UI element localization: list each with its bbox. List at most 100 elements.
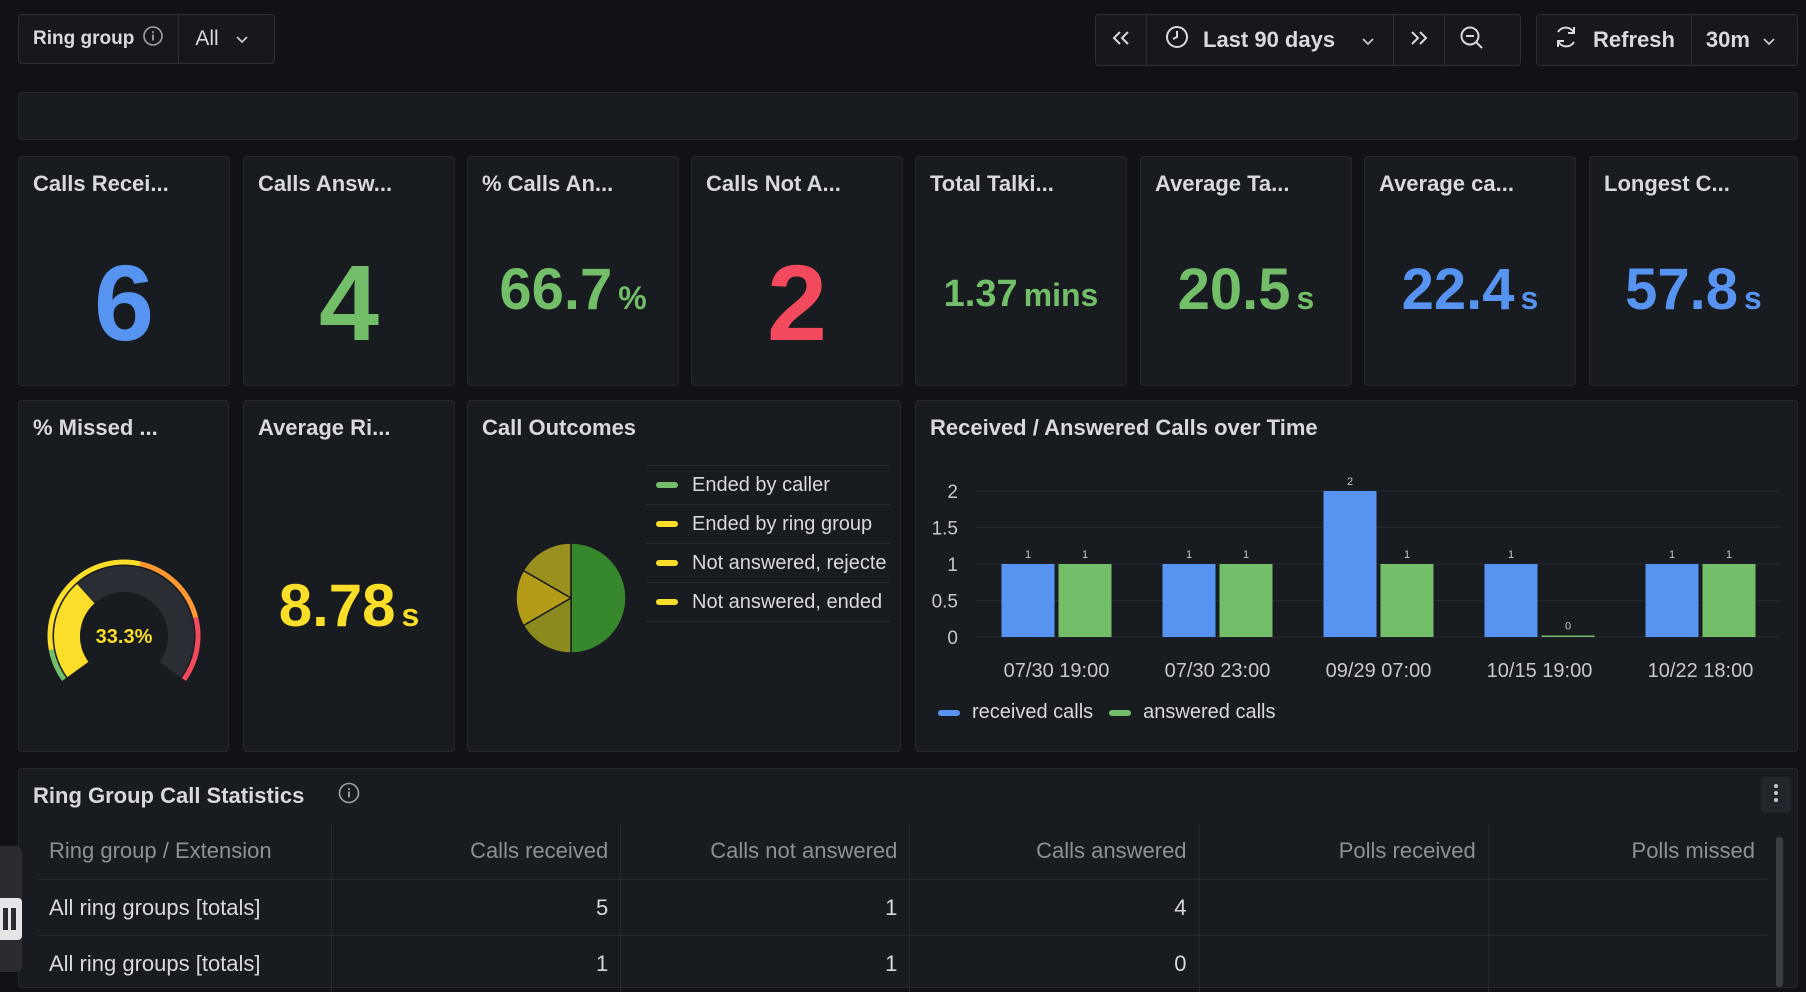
- panel-title: Average Ri...: [258, 415, 391, 440]
- stat-number: 4: [318, 242, 380, 363]
- panel-title: Calls Answ...: [258, 171, 393, 196]
- panel-title: Calls Recei...: [33, 171, 169, 196]
- legend-swatch: [656, 599, 678, 605]
- stat-number: 8.78: [278, 572, 396, 639]
- table-cell: All ring groups [totals]: [37, 880, 333, 936]
- stat-panel: Longest C... 57.8 s: [1589, 156, 1798, 386]
- bar: [1484, 564, 1538, 637]
- empty-panel: [18, 92, 1798, 140]
- refresh-interval-select[interactable]: 30m: [1690, 15, 1790, 65]
- column-header[interactable]: Polls received: [1200, 823, 1489, 879]
- y-tick-label: 2: [947, 482, 958, 503]
- bar: [1702, 564, 1756, 637]
- panel-title: Total Talki...: [930, 171, 1054, 196]
- gauge-threshold-segment: [47, 559, 141, 651]
- legend-item[interactable]: Ended by caller: [646, 466, 890, 505]
- table-row: All ring groups [totals] 1 1 0: [37, 935, 1767, 992]
- side-overlay-widget[interactable]: [0, 846, 22, 972]
- pie-slice-not-answered-ended: [522, 542, 572, 600]
- chart-legend-item[interactable]: received calls: [938, 701, 1093, 724]
- refresh-icon: [1553, 24, 1579, 56]
- legend-swatch: [656, 560, 678, 566]
- outcomes-pie: [515, 542, 627, 654]
- gauge-value-label: 33.3%: [96, 626, 153, 648]
- stat-value: 6: [19, 249, 229, 357]
- bar-value-label: 1: [1243, 549, 1249, 561]
- bar-value-label: 0: [1565, 621, 1571, 633]
- avg-ring-panel: Average Ri... 8.78 s: [243, 400, 455, 752]
- panel-title: Calls Not A...: [706, 171, 841, 196]
- table-cell: 1: [621, 880, 911, 936]
- bar-value-label: 1: [1082, 549, 1088, 561]
- stat-number: 57.8: [1625, 257, 1739, 322]
- legend-swatch: [938, 709, 960, 716]
- info-icon: [142, 25, 164, 53]
- missed-gauge-panel: % Missed ... 33.3%: [18, 400, 229, 752]
- panel-menu-button[interactable]: [1761, 777, 1791, 813]
- table-cell: 1: [332, 936, 622, 992]
- zoom-out-button[interactable]: [1444, 15, 1499, 65]
- time-back-button[interactable]: [1096, 15, 1146, 65]
- table-row: All ring groups [totals] 5 1 4: [37, 879, 1767, 936]
- bar-value-label: 1: [1726, 549, 1732, 561]
- double-chevron-right-icon: [1408, 29, 1430, 52]
- column-header[interactable]: Polls missed: [1631, 838, 1755, 863]
- ring-group-label-box: Ring group: [19, 15, 178, 63]
- bar: [1219, 564, 1273, 637]
- stat-value: 2: [692, 249, 902, 357]
- stat-value: 22.4 s: [1365, 261, 1575, 319]
- legend-swatch: [656, 521, 678, 527]
- pause-icon[interactable]: [0, 898, 22, 940]
- stat-unit: s: [1296, 280, 1315, 316]
- table-cell: [1200, 936, 1489, 992]
- gauge-threshold-segment: [181, 616, 201, 681]
- stat-value: 4: [244, 249, 454, 357]
- info-icon: [337, 781, 361, 810]
- table-scrollbar[interactable]: [1776, 837, 1783, 987]
- stat-number: 66.7: [499, 257, 613, 322]
- bar-value-label: 1: [1508, 549, 1514, 561]
- clock-icon: [1165, 25, 1189, 55]
- bar-value-label: 1: [1186, 549, 1192, 561]
- chart-legend-item[interactable]: answered calls: [1109, 701, 1275, 724]
- panel-title: Received / Answered Calls over Time: [930, 415, 1318, 440]
- legend-item[interactable]: Not answered, ended: [646, 583, 890, 622]
- column-header[interactable]: Calls received: [332, 823, 622, 879]
- gauge-threshold-segment: [48, 649, 67, 681]
- refresh-label: Refresh: [1593, 27, 1675, 52]
- refresh-button[interactable]: Refresh: [1537, 15, 1691, 65]
- bar: [1162, 564, 1216, 637]
- missed-gauge: 33.3%: [47, 559, 201, 681]
- bar-value-label: 1: [1025, 549, 1031, 561]
- gauge-threshold-segment: [139, 561, 199, 619]
- column-header[interactable]: Ring group / Extension: [37, 823, 333, 879]
- stat-number: 6: [93, 242, 155, 363]
- y-tick-label: 0: [947, 628, 958, 649]
- ring-group-select[interactable]: All: [178, 15, 264, 63]
- chevron-down-icon: [235, 27, 249, 51]
- column-header[interactable]: Calls answered: [910, 823, 1200, 879]
- pie-slice-rejected: [515, 569, 573, 627]
- panel-title: Average Ta...: [1155, 171, 1290, 196]
- calls-over-time-panel: Received / Answered Calls over Time 0 0.5…: [915, 400, 1798, 752]
- bar: [1541, 635, 1595, 637]
- column-header[interactable]: Calls not answered: [621, 823, 911, 879]
- stat-unit: s: [401, 597, 420, 633]
- time-range-picker[interactable]: Last 90 days: [1146, 15, 1393, 65]
- chevron-down-icon: [1361, 27, 1375, 53]
- time-forward-button[interactable]: [1393, 15, 1444, 65]
- ring-group-stats-panel: Ring Group Call Statistics Ring group / …: [18, 768, 1798, 992]
- x-tick-label: 10/15 19:00: [1487, 660, 1593, 682]
- pie-slice-ended-by-ring-group: [522, 596, 572, 654]
- table-cell: [1489, 936, 1767, 992]
- ring-group-value: All: [195, 27, 219, 50]
- stat-unit: s: [1744, 280, 1762, 316]
- legend-item[interactable]: Not answered, rejecte: [646, 544, 890, 583]
- more-vertical-icon: [1773, 783, 1779, 808]
- stat-panel: Average Ta... 20.5 s: [1140, 156, 1352, 386]
- stat-number: 22.4: [1401, 257, 1515, 322]
- panel-title: Longest C...: [1604, 171, 1730, 196]
- calls-bar-chart: 0 0.5 1 1.5 2 1 1 07/30 19:00 1 1 07/30 23:00 2 1 09/…: [932, 476, 1781, 682]
- legend-item[interactable]: Ended by ring group: [646, 505, 890, 544]
- ring-group-label: Ring group: [33, 28, 135, 49]
